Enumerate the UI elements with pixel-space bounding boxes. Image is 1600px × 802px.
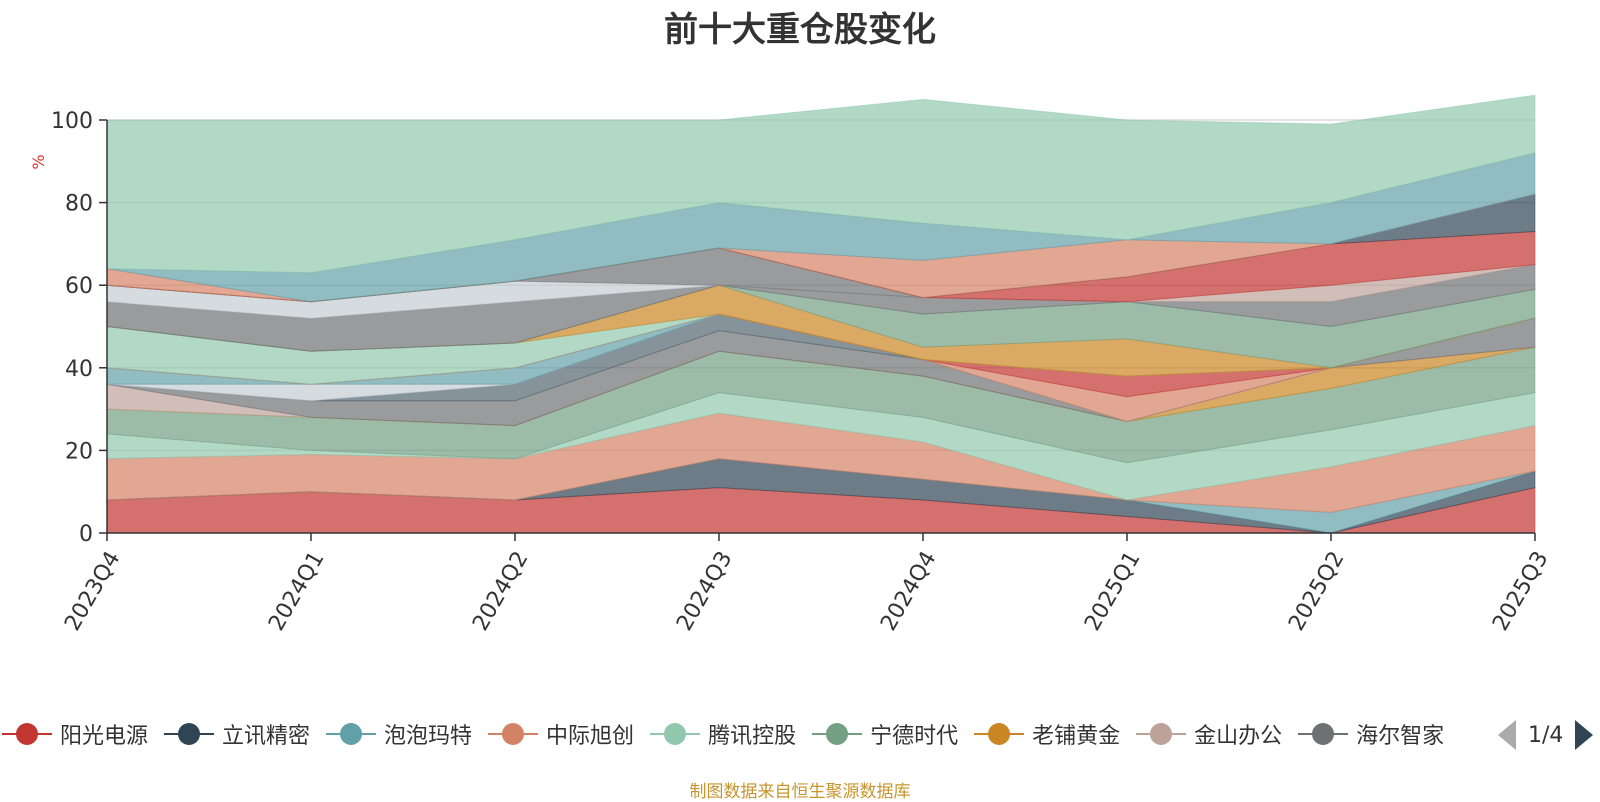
legend-item[interactable]: 阳光电源 [2, 716, 148, 752]
legend-marker-dot [826, 723, 849, 745]
legend-label: 中际旭创 [546, 724, 635, 749]
next-page-icon[interactable] [1575, 720, 1594, 750]
x-tick-label: 2025Q1 [1080, 547, 1145, 635]
chart-title: 前十大重仓股变化 [664, 10, 936, 50]
legend-item[interactable]: 泡泡玛特 [326, 716, 472, 752]
legend-pager: 1/4 [1498, 720, 1594, 750]
legend-label: 海尔智家 [1356, 724, 1445, 749]
legend-item[interactable]: 海尔智家 [1298, 716, 1444, 752]
area-series-26 [106, 94, 1536, 274]
x-tick-label: 2024Q1 [264, 547, 329, 635]
legend-marker-dot [340, 723, 363, 745]
legend-item[interactable]: 宁德时代 [812, 716, 958, 752]
legend-marker-dot [16, 723, 38, 745]
legend-marker-dot [1150, 723, 1173, 745]
legend-marker-dot [1312, 723, 1335, 745]
data-source-note: 制图数据来自恒生聚源数据库 [689, 782, 911, 802]
legend-marker-icon [1136, 722, 1187, 746]
legend-label: 阳光电源 [60, 724, 149, 749]
y-axis-label: % [29, 154, 48, 169]
legend-item[interactable]: 老铺黄金 [974, 716, 1120, 752]
y-tick-label: 0 [79, 522, 93, 547]
y-tick-label: 80 [65, 192, 93, 217]
legend-label: 腾讯控股 [708, 724, 797, 749]
legend-marker-icon [164, 722, 215, 746]
y-tick-label: 60 [65, 274, 93, 299]
x-tick-label: 2024Q4 [876, 547, 941, 635]
legend-marker-icon [650, 722, 701, 746]
legend-marker-icon [1298, 722, 1349, 746]
x-tick-label: 2024Q2 [468, 547, 533, 635]
legend-label: 宁德时代 [870, 724, 959, 749]
legend-label: 老铺黄金 [1032, 724, 1121, 749]
legend-marker-icon [812, 722, 863, 746]
prev-page-icon[interactable] [1498, 720, 1516, 750]
legend-item[interactable]: 中际旭创 [488, 716, 634, 752]
x-tick-label: 2023Q4 [60, 547, 125, 635]
legend-marker-icon [2, 722, 52, 746]
y-tick-label: 20 [65, 439, 93, 464]
legend-marker-dot [664, 723, 687, 745]
legend: 阳光电源 立讯精密 泡泡玛特 中际旭创 腾讯控股 宁德时代 老铺黄金 金山办公 海尔智家 1/4 [0, 716, 1600, 752]
legend-marker-dot [178, 723, 201, 745]
x-tick-label: 2025Q2 [1284, 547, 1349, 635]
legend-marker-icon [326, 722, 377, 746]
legend-item[interactable]: 立讯精密 [164, 716, 310, 752]
x-tick-label: 2024Q3 [672, 547, 737, 635]
legend-item[interactable]: 腾讯控股 [650, 716, 796, 752]
legend-page-indicator: 1/4 [1528, 722, 1564, 748]
y-tick-label: 40 [65, 357, 93, 382]
legend-marker-icon [974, 722, 1025, 746]
legend-marker-dot [988, 723, 1011, 745]
legend-marker-icon [488, 722, 539, 746]
legend-label: 立讯精密 [222, 724, 311, 749]
x-tick-label: 2025Q3 [1488, 547, 1553, 635]
legend-items: 阳光电源 立讯精密 泡泡玛特 中际旭创 腾讯控股 宁德时代 老铺黄金 金山办公 海尔智家 [0, 716, 1484, 752]
stacked-area-chart: 0 20 40 60 80 100 2023Q4 2024Q1 2024Q2 2024Q3 2024… [29, 94, 1554, 635]
legend-label: 泡泡玛特 [384, 724, 473, 749]
legend-item[interactable]: 金山办公 [1136, 716, 1282, 752]
area-series-layer [106, 94, 1536, 534]
y-tick-label: 100 [51, 109, 93, 134]
legend-marker-dot [502, 723, 525, 745]
legend-label: 金山办公 [1194, 724, 1283, 749]
